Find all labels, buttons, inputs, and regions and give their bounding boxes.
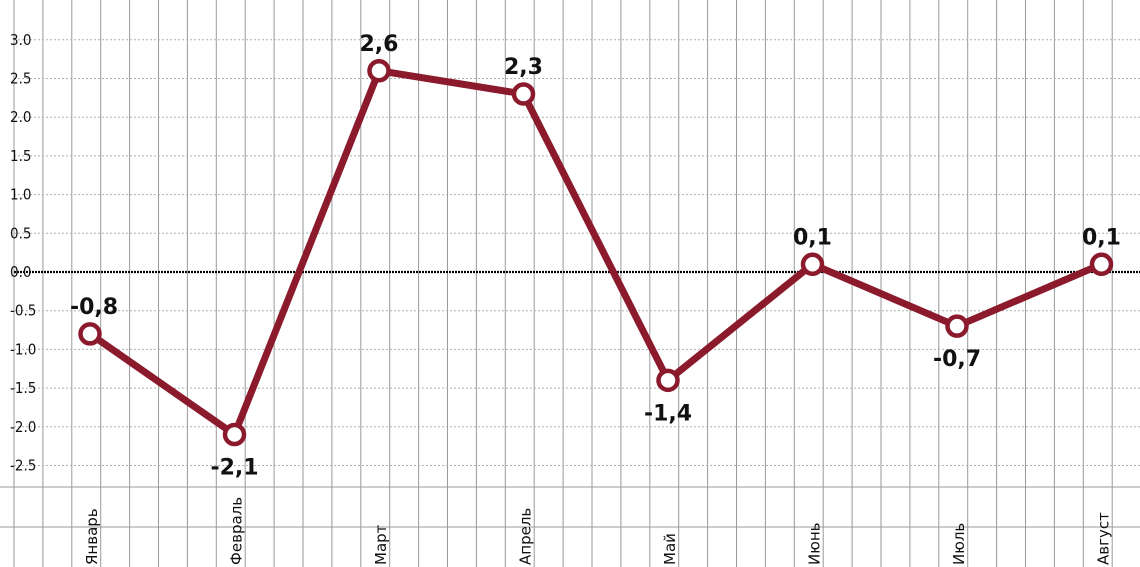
y-tick-label: 1.0 [10, 186, 31, 204]
y-tick-label: 2.0 [10, 108, 31, 126]
y-tick-label: 0.0 [10, 263, 31, 281]
data-label: 0,1 [1082, 225, 1121, 250]
x-tick-label: Апрель [517, 508, 535, 565]
x-tick-label: Август [1095, 512, 1113, 565]
data-labels: -0,8 -2,1 2,6 2,3 -1,4 0,1 -0,7 0,1 [70, 32, 1121, 481]
y-tick-label: -2.0 [10, 418, 36, 436]
data-point [367, 59, 391, 83]
x-tick-label: Февраль [228, 497, 246, 565]
data-point [511, 82, 536, 106]
x-tick-label: Июль [950, 523, 968, 565]
data-label: -1,4 [644, 401, 692, 426]
y-tick-label: 3.0 [10, 31, 31, 49]
y-tick-label: -0.5 [10, 302, 36, 320]
data-point [1089, 252, 1114, 277]
series-line-path [86, 67, 1105, 439]
y-tick-label: -1.0 [10, 340, 36, 358]
data-label: -2,1 [210, 456, 258, 481]
data-point [656, 368, 680, 393]
x-tick-label: Январь [83, 508, 101, 565]
data-label: 2,6 [360, 32, 399, 57]
data-point [78, 322, 102, 346]
y-tick-label: 0.5 [10, 224, 31, 242]
series-line [86, 67, 1105, 439]
y-axis-ticks: 3.0 2.5 2.0 1.5 1.0 0.5 0.0 -0.5 -1.0 -1.5 -2.0 -2.… [10, 31, 36, 475]
data-label: -0,8 [70, 295, 118, 320]
data-point [945, 314, 969, 338]
data-label: 0,1 [793, 225, 832, 250]
data-label: 2,3 [504, 55, 543, 80]
y-tick-label: 1.5 [10, 147, 31, 165]
y-tick-label: 2.5 [10, 70, 31, 88]
x-tick-label: Июнь [806, 523, 824, 566]
y-tick-label: -2.5 [10, 457, 36, 475]
x-axis-ticks: Январь Февраль Март Апрель Май Июнь Июль Август [83, 497, 1113, 565]
data-point [800, 252, 825, 277]
series-markers [78, 59, 1114, 447]
data-label: -0,7 [933, 347, 981, 372]
x-tick-label: Май [661, 533, 679, 565]
data-point [222, 422, 247, 447]
x-tick-label: Март [372, 524, 390, 565]
y-tick-label: -1.5 [10, 379, 36, 397]
